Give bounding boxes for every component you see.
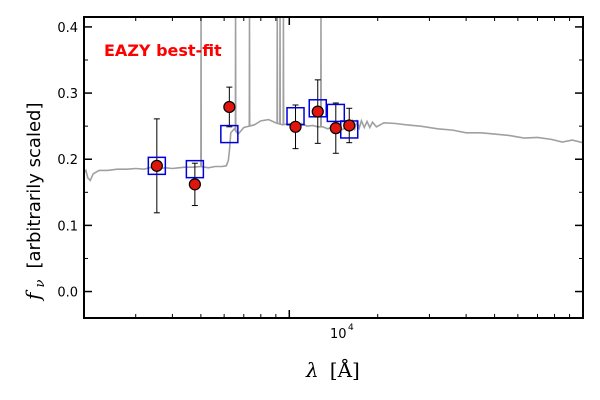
observed-point	[223, 100, 236, 114]
model-point	[220, 124, 239, 144]
observed-point	[329, 122, 342, 135]
model-point	[147, 156, 167, 176]
observed-point	[289, 120, 302, 133]
annotation-eazy: EAZY best-fit	[104, 41, 222, 60]
x-axis-label: λ [Å]	[305, 357, 360, 382]
y-axis-label: f ν [arbitrarily scaled]	[21, 103, 48, 302]
y-tick-label: 0.3	[57, 87, 78, 102]
x-tick-label: 10	[330, 327, 347, 342]
template-line	[84, 17, 583, 182]
y-axis-symbol: f	[21, 289, 45, 302]
observed-point	[343, 119, 356, 132]
y-axis-subscript: ν	[33, 280, 48, 288]
observed-point	[150, 159, 163, 172]
template-spectrum	[84, 17, 583, 182]
x-axis-unit: [Å]	[330, 357, 360, 382]
y-axis-text: [arbitrarily scaled]	[24, 103, 45, 269]
model-point	[185, 159, 205, 179]
model-point	[326, 103, 346, 123]
observed-point	[311, 105, 324, 118]
x-tick-label-exponent: 4	[348, 323, 354, 333]
x-axis-symbol: λ	[305, 358, 319, 382]
y-tick-label: 0.0	[57, 286, 78, 301]
model-photometry	[147, 99, 359, 179]
plot-frame	[83, 16, 584, 319]
observed-photometry	[150, 100, 356, 191]
y-tick-label: 0.4	[57, 21, 78, 36]
y-tick-label: 0.2	[57, 153, 78, 168]
y-tick-label: 0.1	[57, 219, 78, 234]
observed-point	[188, 178, 201, 191]
axis-ticks: 0.0 0.1 0.2 0.3 0.4	[57, 17, 583, 318]
